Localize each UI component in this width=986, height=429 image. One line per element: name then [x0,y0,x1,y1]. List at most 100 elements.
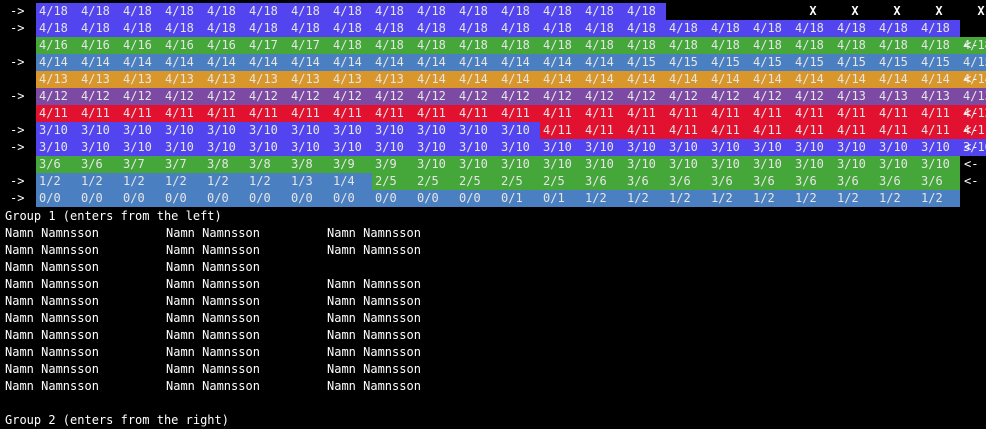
seat-cell: 3/10 [669,157,698,171]
seat-cell: 1/2 [879,191,901,205]
seat-cell: 4/14 [459,72,488,86]
row-arrow-right: <- [964,174,979,188]
row-segment [36,3,666,20]
seat-cell: 3/10 [795,140,824,154]
seat-cell: 4/12 [753,89,782,103]
seat-cell: 4/11 [333,106,362,120]
seat-cell: 1/2 [837,191,859,205]
seat-cell: 4/12 [501,89,530,103]
seat-cell: 3/10 [921,157,950,171]
seat-cell: 4/14 [585,72,614,86]
seat-cell: 4/15 [711,55,740,69]
seat-cell: 4/11 [795,106,824,120]
seat-cell: 3/10 [711,140,740,154]
seat-cell: 4/14 [375,55,404,69]
seat-cell: 0/0 [39,191,61,205]
seat-cell: 3/10 [627,157,656,171]
seat-cell: 4/18 [627,4,656,18]
seat-cell: 3/9 [375,157,397,171]
seat-cell: 3/10 [375,123,404,137]
member-name: Namn Namnsson [5,294,99,308]
seat-cell: 4/12 [375,89,404,103]
seat-cell: 3/6 [921,174,943,188]
seat-cell: 4/18 [627,21,656,35]
member-name: Namn Namnsson [327,294,421,308]
seat-cell: 4/18 [753,38,782,52]
seat-cell: 4/14 [291,55,320,69]
member-name: Namn Namnsson [166,260,260,274]
group1-row: Namn Namnsson Namn Namnsson Namn Namnsson [5,361,488,378]
seat-cell: 4/14 [39,55,68,69]
seat-cell: 0/0 [459,191,481,205]
seat-cell: 3/10 [879,140,908,154]
seat-cell: 4/14 [165,55,194,69]
seat-cell: 3/10 [501,140,530,154]
seat-cell: 3/6 [669,174,691,188]
seat-cell: 4/18 [837,21,866,35]
seat-cell: 4/14 [207,55,236,69]
seat-cell: 4/14 [795,72,824,86]
seat-cell: 4/18 [459,38,488,52]
seat-cell: 4/18 [627,38,656,52]
seat-cell: 3/10 [123,123,152,137]
member-name: Namn Namnsson [327,379,421,393]
seat-cell: 4/13 [921,89,950,103]
seat-cell: 4/15 [753,55,782,69]
group1-list: Namn Namnsson Namn Namnsson Namn Namnsson N… [5,225,488,395]
seat-cell: 0/1 [501,191,523,205]
seat-cell: 3/6 [879,174,901,188]
seat-cell: 4/11 [753,106,782,120]
seat-cell: 4/18 [459,4,488,18]
groups-panel: Group 1 (enters from the left) Namn Namn… [5,208,488,429]
seat-cell: 0/1 [543,191,565,205]
seat-cell: 4/11 [543,123,572,137]
seat-cell: 3/10 [459,140,488,154]
member-name: Namn Namnsson [5,311,99,325]
seat-cell: 4/14 [669,72,698,86]
seat-cell: 4/11 [711,123,740,137]
seat-cell: 4/18 [879,38,908,52]
seat-cell: 4/13 [375,72,404,86]
seat-cell: 3/10 [837,140,866,154]
seat-cell: 4/18 [963,38,986,52]
seat-cell: 3/10 [795,157,824,171]
seat-cell: 4/18 [795,21,824,35]
seat-cell: 4/17 [291,38,320,52]
blocked-seat-mark: X [935,4,943,18]
seat-cell: 4/18 [333,21,362,35]
seat-cell: 4/13 [837,89,866,103]
seat-cell: 4/11 [375,106,404,120]
seat-cell: 3/10 [207,123,236,137]
seat-cell: 4/18 [543,4,572,18]
seat-cell: 3/6 [837,174,859,188]
seat-cell: 4/18 [795,38,824,52]
seat-cell: 1/2 [207,174,229,188]
seat-cell: 4/11 [837,106,866,120]
seat-cell: 3/7 [123,157,145,171]
row-arrow-left: -> [10,21,25,35]
seat-cell: 0/0 [81,191,103,205]
seat-cell: 4/11 [543,106,572,120]
seat-cell: 4/18 [333,38,362,52]
row-arrow-right: <- [964,72,979,86]
row-segment [36,37,986,54]
seat-cell: 1/3 [291,174,313,188]
seat-cell: 4/11 [669,123,698,137]
seat-cell: 3/10 [39,140,68,154]
seat-cell: 4/11 [711,106,740,120]
seat-cell: 0/0 [375,191,397,205]
seat-cell: 3/9 [333,157,355,171]
seat-cell: 4/15 [921,55,950,69]
seat-cell: 4/18 [375,4,404,18]
seat-cell: 4/11 [501,106,530,120]
member-name: Namn Namnsson [166,294,260,308]
row-segment [540,122,986,139]
seat-cell: 4/18 [669,21,698,35]
row-arrow-right [964,20,986,37]
seat-cell: 3/10 [417,140,446,154]
seat-cell: 4/12 [795,89,824,103]
spacer [5,395,488,412]
seat-cell: 3/10 [963,140,986,154]
seat-cell: 4/18 [249,21,278,35]
row-arrow-left: -> [10,4,25,18]
